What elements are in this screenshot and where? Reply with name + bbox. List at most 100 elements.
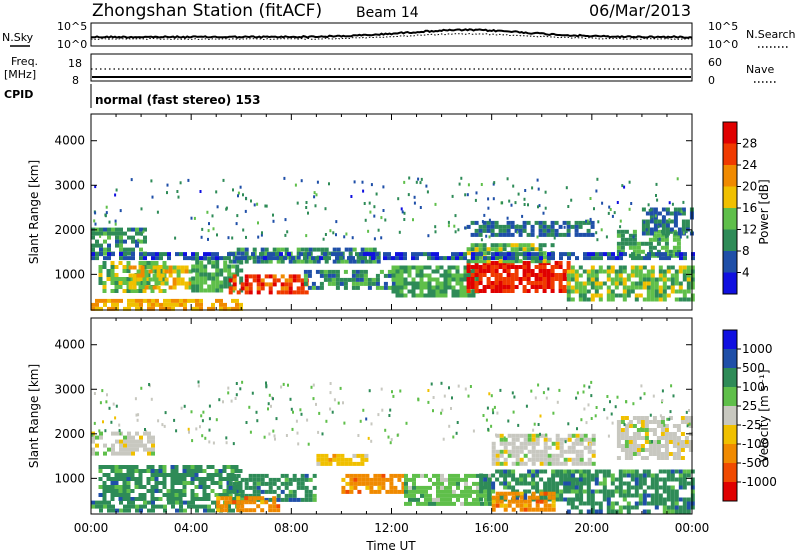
- echo-cell: [670, 384, 673, 388]
- echo-cell: [383, 281, 388, 286]
- echo-cell: [474, 285, 479, 289]
- echo-cell: [123, 508, 127, 513]
- echo-cell: [606, 293, 611, 298]
- echo-cell: [424, 485, 428, 490]
- velocity-ytick-1000: 1000: [54, 471, 85, 485]
- echo-cell: [468, 501, 472, 506]
- echo-cell: [660, 233, 665, 238]
- echo-cell: [590, 273, 595, 278]
- echo-cell: [147, 439, 151, 444]
- echo-cell: [642, 285, 647, 290]
- echo-cell: [416, 501, 420, 506]
- echo-cell: [226, 481, 231, 485]
- echo-cell: [674, 505, 679, 510]
- echo-cell: [634, 469, 639, 474]
- echo-cell: [600, 228, 603, 232]
- echo-cell: [664, 436, 669, 440]
- echo-cell: [527, 449, 532, 454]
- echo-cell: [102, 497, 107, 501]
- echo-cell: [456, 421, 459, 424]
- echo-cell: [515, 461, 520, 466]
- echo-cell: [375, 273, 380, 278]
- echo-cell: [411, 256, 415, 261]
- echo-cell: [634, 473, 639, 478]
- echo-cell: [470, 281, 475, 285]
- echo-cell: [626, 469, 631, 474]
- echo-cell: [472, 473, 476, 478]
- echo-cell: [211, 280, 216, 285]
- echo-cell: [551, 461, 556, 466]
- echo-cell: [407, 281, 412, 286]
- echo-cell: [127, 431, 131, 436]
- echo-cell: [439, 285, 444, 290]
- echo-cell: [178, 477, 183, 481]
- echo-cell: [658, 493, 663, 498]
- echo-cell: [550, 269, 555, 273]
- echo-cell: [151, 306, 155, 311]
- echo-cell: [170, 469, 175, 473]
- echo-cell: [551, 473, 556, 478]
- echo-cell: [284, 481, 289, 486]
- echo-cell: [487, 485, 492, 490]
- echo-cell: [179, 298, 183, 303]
- echo-cell: [441, 408, 444, 412]
- echo-cell: [657, 219, 662, 224]
- echo-cell: [296, 481, 301, 486]
- echo-cell: [142, 493, 147, 497]
- echo-cell: [610, 412, 613, 416]
- echo-cell: [305, 206, 308, 209]
- echo-cell: [464, 489, 468, 494]
- echo-cell: [570, 198, 573, 202]
- echo-cell: [361, 180, 364, 184]
- echo-cell: [579, 457, 584, 462]
- echo-cell: [494, 224, 499, 229]
- echo-cell: [515, 481, 520, 486]
- echo-cell: [636, 241, 641, 246]
- echo-cell: [482, 273, 487, 277]
- echo-cell: [677, 207, 682, 212]
- echo-cell: [472, 481, 476, 486]
- echo-cell: [543, 489, 548, 494]
- echo-cell: [91, 451, 95, 456]
- echo-cell: [123, 306, 127, 311]
- echo-cell: [681, 211, 686, 216]
- echo-cell: [203, 504, 207, 509]
- echo-cell: [554, 265, 559, 269]
- echo-cell: [642, 273, 647, 278]
- echo-cell: [487, 206, 490, 210]
- echo-cell: [136, 418, 139, 422]
- echo-cell: [135, 298, 139, 303]
- echo-cell: [216, 504, 221, 509]
- echo-cell: [387, 252, 391, 257]
- echo-cell: [440, 473, 444, 478]
- echo-cell: [110, 289, 115, 293]
- echo-cell: [408, 501, 412, 506]
- echo-cell: [248, 477, 253, 482]
- echo-cell: [288, 290, 293, 295]
- echo-cell: [240, 504, 245, 509]
- echo-cell: [424, 493, 428, 498]
- echo-cell: [480, 501, 484, 506]
- echo-cell: [574, 489, 579, 494]
- echo-cell: [490, 261, 495, 265]
- cpid-row: CPID normal (fast stereo) 153: [4, 84, 261, 108]
- echo-cell: [114, 481, 119, 485]
- echo-cell: [586, 489, 591, 494]
- echo-cell: [555, 457, 560, 462]
- echo-cell: [268, 489, 273, 494]
- echo-cell: [652, 416, 657, 420]
- echo-cell: [365, 417, 368, 421]
- time-axis-label: Time UT: [365, 539, 416, 553]
- echo-cell: [182, 485, 187, 489]
- echo-cell: [656, 198, 659, 202]
- echo-cell: [138, 473, 143, 477]
- echo-cell: [122, 485, 127, 489]
- echo-cell: [626, 289, 631, 294]
- echo-cell: [91, 256, 95, 261]
- echo-cell: [155, 298, 159, 303]
- echo-cell: [260, 255, 265, 260]
- echo-cell: [503, 252, 507, 257]
- echo-cell: [228, 481, 233, 486]
- echo-cell: [300, 259, 305, 264]
- velocity-ytick-4000: 4000: [54, 338, 85, 352]
